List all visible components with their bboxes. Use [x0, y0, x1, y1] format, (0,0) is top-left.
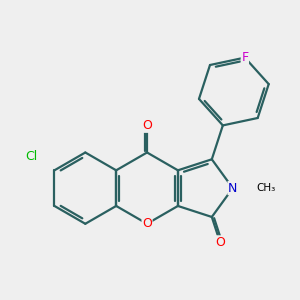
Text: O: O — [142, 119, 152, 132]
Text: N: N — [228, 182, 238, 195]
Text: F: F — [241, 51, 248, 64]
Text: CH₃: CH₃ — [256, 183, 275, 193]
Text: Cl: Cl — [25, 150, 38, 164]
Text: O: O — [215, 236, 225, 249]
Text: O: O — [142, 217, 152, 230]
